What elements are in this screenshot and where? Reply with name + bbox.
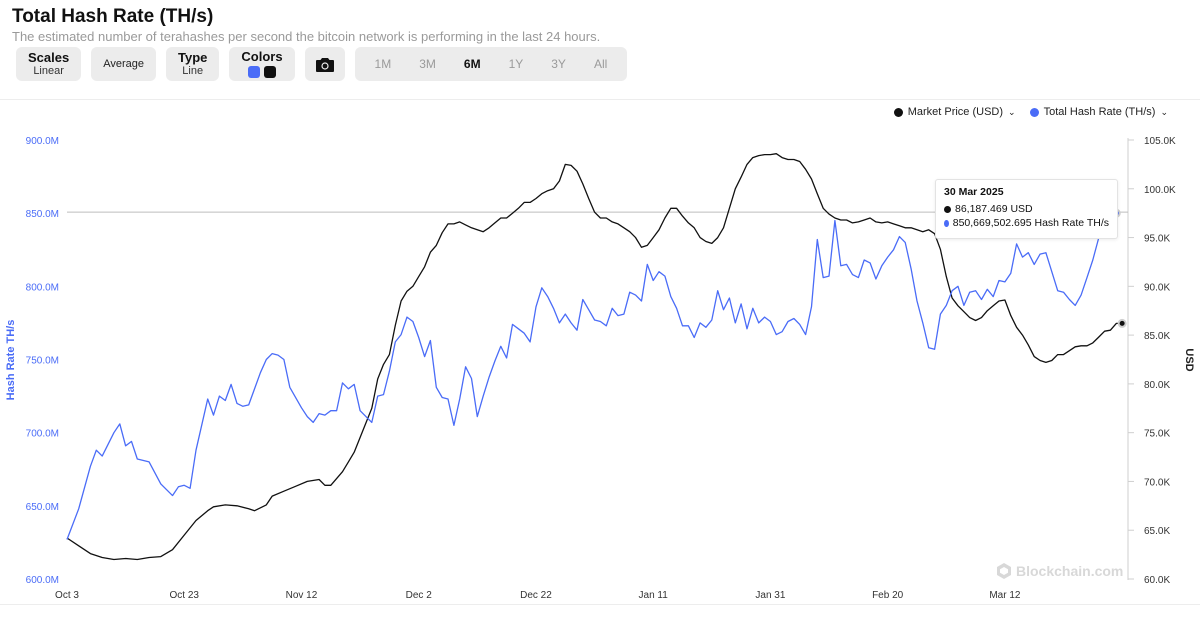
y-left-tick-label: 700.0M xyxy=(26,429,59,440)
color-swatches xyxy=(247,66,276,78)
footer-divider xyxy=(0,604,1200,605)
series-line-market-price xyxy=(66,153,1123,561)
y-left-tick-label: 800.0M xyxy=(26,282,59,293)
x-tick-label: Dec 22 xyxy=(520,590,552,601)
chart-legend: Market Price (USD) ⌄ Total Hash Rate (TH… xyxy=(893,106,1168,118)
range-1m[interactable]: 1M xyxy=(374,57,392,71)
y-left-tick-label: 650.0M xyxy=(26,502,59,513)
x-tick-label: Feb 20 xyxy=(872,590,904,601)
y-left-tick-label: 600.0M xyxy=(26,575,59,586)
watermark-text: Blockchain.com xyxy=(1016,563,1124,579)
range-3m[interactable]: 3M xyxy=(419,57,436,71)
x-tick-label: Oct 3 xyxy=(55,590,79,601)
watermark: Blockchain.com xyxy=(996,563,1123,579)
y-right-tick-label: 85.0K xyxy=(1144,331,1170,342)
y-right-tick-label: 95.0K xyxy=(1144,234,1170,245)
x-tick-label: Jan 11 xyxy=(639,590,669,601)
hover-point-market-price xyxy=(1117,318,1127,328)
tooltip-date: 30 Mar 2025 xyxy=(944,186,1004,198)
range-3y[interactable]: 3Y xyxy=(551,57,566,71)
chart-toolbar: Scales Linear Average Type Line Colors 1… xyxy=(16,47,628,81)
scales-label: Scales xyxy=(28,49,70,65)
type-button[interactable]: Type Line xyxy=(165,47,220,81)
legend-label: Market Price (USD) xyxy=(907,106,1004,118)
y-axis-left: 600.0M 650.0M 700.0M 750.0M 800.0M 850.0M 900.… xyxy=(26,136,59,586)
page-title: Total Hash Rate (TH/s) xyxy=(12,6,214,27)
range-6m[interactable]: 6M xyxy=(463,57,481,71)
series-line-hash-rate xyxy=(66,205,1117,540)
legend-label: Total Hash Rate (TH/s) xyxy=(1043,106,1156,118)
legend-dot-icon xyxy=(1029,107,1039,117)
chevron-down-icon: ⌄ xyxy=(1160,106,1168,117)
x-tick-label: Dec 2 xyxy=(406,590,433,601)
type-value: Line xyxy=(182,64,204,77)
time-range-selector: 1M 3M 6M 1Y 3Y All xyxy=(354,47,628,81)
x-tick-label: Mar 12 xyxy=(989,590,1021,601)
average-label: Average xyxy=(103,57,144,70)
color-swatch-hashrate[interactable] xyxy=(247,66,260,78)
range-1y[interactable]: 1Y xyxy=(508,57,524,71)
y-right-tick-label: 80.0K xyxy=(1144,380,1170,391)
chevron-down-icon: ⌄ xyxy=(1008,106,1016,117)
tooltip-dot-icon xyxy=(944,205,951,213)
average-button[interactable]: Average xyxy=(91,47,156,81)
colors-label: Colors xyxy=(241,49,283,64)
legend-item-market-price[interactable]: Market Price (USD) ⌄ xyxy=(893,106,1016,118)
colors-button[interactable]: Colors xyxy=(229,47,295,81)
tooltip-hash: 850,669,502.695 Hash Rate TH/s xyxy=(952,217,1109,229)
camera-icon xyxy=(315,57,334,72)
y-right-tick-label: 90.0K xyxy=(1144,282,1170,293)
y-axis-right-title: USD xyxy=(1183,348,1195,371)
x-tick-label: Jan 31 xyxy=(755,590,785,601)
y-right-tick-label: 70.0K xyxy=(1144,477,1170,488)
y-left-tick-label: 900.0M xyxy=(26,136,59,147)
screenshot-button[interactable] xyxy=(304,47,345,81)
scales-button[interactable]: Scales Linear xyxy=(16,47,82,81)
x-tick-label: Nov 12 xyxy=(286,590,318,601)
tooltip-row-price: 86,187.469 USD xyxy=(944,203,1109,215)
y-right-tick-label: 60.0K xyxy=(1144,575,1170,586)
page-subtitle: The estimated number of terahashes per s… xyxy=(12,29,601,44)
tooltip-row-hash: 850,669,502.695 Hash Rate TH/s xyxy=(944,217,1109,229)
y-left-tick-label: 850.0M xyxy=(26,209,59,220)
color-swatch-price[interactable] xyxy=(263,66,276,78)
blockchain-logo-icon xyxy=(997,563,1011,579)
chart-tooltip: 30 Mar 2025 86,187.469 USD 850,669,502.6… xyxy=(935,179,1118,239)
y-axis-right: 60.0K 65.0K 70.0K 75.0K 80.0K 85.0K 90.0K 95.0K… xyxy=(1128,136,1176,586)
tooltip-dot-icon xyxy=(944,219,949,227)
y-left-tick-label: 750.0M xyxy=(26,356,59,367)
header-divider xyxy=(0,99,1200,100)
legend-dot-icon xyxy=(893,107,903,117)
y-right-tick-label: 105.0K xyxy=(1144,136,1176,147)
y-right-tick-label: 75.0K xyxy=(1144,429,1170,440)
y-axis-left-title: Hash Rate TH/s xyxy=(5,320,17,401)
legend-item-hash-rate[interactable]: Total Hash Rate (TH/s) ⌄ xyxy=(1029,106,1168,118)
x-tick-label: Oct 23 xyxy=(170,590,200,601)
y-right-tick-label: 65.0K xyxy=(1144,526,1170,537)
tooltip-price: 86,187.469 USD xyxy=(955,203,1033,215)
scales-value: Linear xyxy=(33,64,64,77)
x-axis: Oct 3 Oct 23 Nov 12 Dec 2 Dec 22 Jan 11 Jan 31… xyxy=(55,590,1021,601)
y-right-tick-label: 100.0K xyxy=(1144,185,1176,196)
type-label: Type xyxy=(177,49,208,65)
range-all[interactable]: All xyxy=(593,57,608,71)
